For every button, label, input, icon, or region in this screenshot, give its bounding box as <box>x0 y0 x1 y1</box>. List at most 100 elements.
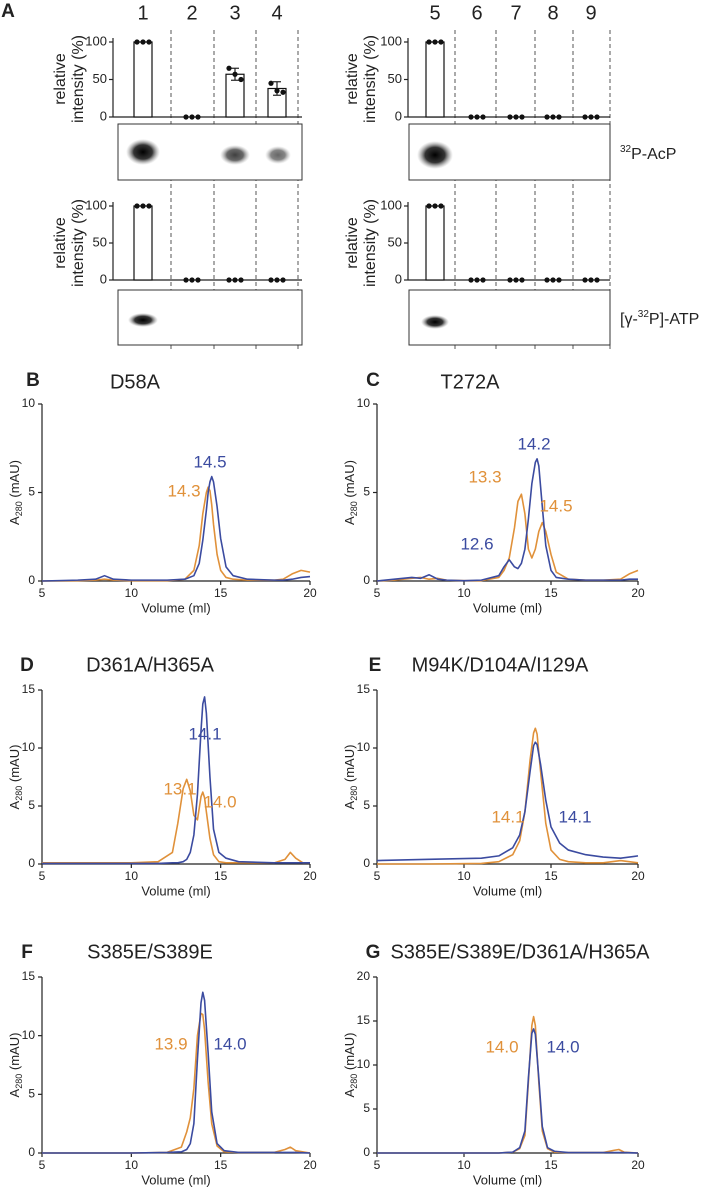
y-label-sub: 280 <box>14 786 24 801</box>
chart-title: T272A <box>441 371 501 393</box>
replicate-dot <box>468 114 474 120</box>
y-tick-label: 5 <box>28 485 35 499</box>
x-axis-label: Volume (ml) <box>473 883 542 898</box>
x-tick-label: 5 <box>39 869 46 883</box>
replicate-dot <box>226 277 232 283</box>
y-label-main: A <box>342 516 357 525</box>
replicate-dot <box>232 71 238 77</box>
y-tick-label: 0 <box>363 856 370 870</box>
lane-label: 2 <box>186 2 197 24</box>
y-tick-label: 10 <box>22 396 36 410</box>
replicate-dot <box>544 277 550 283</box>
replicate-dot <box>519 114 525 120</box>
y-tick-label: 0 <box>100 271 107 286</box>
x-tick-label: 10 <box>125 869 139 883</box>
replicate-dot <box>474 277 480 283</box>
x-tick-label: 15 <box>544 586 558 600</box>
chart-title: D58A <box>110 371 161 393</box>
panel-letter: G <box>366 942 381 963</box>
replicate-dot <box>438 39 444 45</box>
bar <box>425 205 445 281</box>
y-axis-label: intensity (%) <box>362 35 379 123</box>
x-tick-label: 10 <box>457 586 471 600</box>
lane-label: 9 <box>585 2 596 24</box>
replicate-dot <box>268 277 274 283</box>
replicate-dot <box>594 277 600 283</box>
y-tick-label: 50 <box>388 71 402 86</box>
x-tick-label: 10 <box>125 1158 139 1172</box>
y-axis-label: A280 (mAU) <box>342 460 359 525</box>
x-tick-label: 20 <box>631 869 645 883</box>
panel-letter: A <box>1 1 15 22</box>
peak-label: 14.3 <box>167 481 200 500</box>
y-tick-label: 10 <box>357 396 371 410</box>
y-tick-label: 0 <box>395 108 402 123</box>
replicate-dot <box>556 114 562 120</box>
replicate-dot <box>480 114 486 120</box>
x-tick-label: 5 <box>39 586 46 600</box>
lane-label: 5 <box>429 2 440 24</box>
y-tick-label: 5 <box>28 798 35 812</box>
y-label-sub: 280 <box>14 501 24 516</box>
replicate-dot <box>226 65 232 71</box>
replicate-dot <box>146 39 152 45</box>
replicate-dot <box>146 203 152 209</box>
y-axis-label: intensity (%) <box>70 35 87 123</box>
replicate-dot <box>438 203 444 209</box>
y-tick-label: 0 <box>28 573 35 587</box>
x-axis-label: Volume (ml) <box>141 600 210 615</box>
y-tick-label: 0 <box>363 573 370 587</box>
gel-label-sup: 32 <box>638 309 650 320</box>
y-label-main: A <box>7 800 22 809</box>
replicate-dot <box>550 277 556 283</box>
chart-title: D361A/H365A <box>86 654 215 676</box>
gel-band <box>126 139 160 165</box>
replicate-dot <box>582 277 588 283</box>
y-tick-label: 100 <box>380 197 402 212</box>
x-tick-label: 5 <box>374 1158 381 1172</box>
replicate-dot <box>550 114 556 120</box>
y-label-main: A <box>7 516 22 525</box>
y-label-sub: 280 <box>349 786 359 801</box>
replicate-dot <box>426 203 432 209</box>
series-line <box>42 991 311 1154</box>
x-tick-label: 20 <box>631 586 645 600</box>
y-label-rest: (mAU) <box>342 460 357 501</box>
replicate-dot <box>507 114 513 120</box>
lane-label: 6 <box>471 2 482 24</box>
replicate-dot <box>183 114 189 120</box>
replicate-dot <box>189 277 195 283</box>
replicate-dot <box>588 114 594 120</box>
peak-label: 14.1 <box>558 807 591 826</box>
replicate-dot <box>588 277 594 283</box>
x-tick-label: 15 <box>544 869 558 883</box>
gel-band <box>421 315 449 329</box>
series-line <box>42 696 310 865</box>
gel-band <box>417 141 453 169</box>
y-label-sub: 280 <box>14 1074 24 1089</box>
gel-label-text: [γ- <box>620 311 638 328</box>
y-label-rest: (mAU) <box>342 1033 357 1074</box>
bar <box>133 205 153 281</box>
gel-band <box>265 146 291 164</box>
panel-letter: F <box>21 942 33 963</box>
series-line <box>376 458 638 582</box>
replicate-dot <box>140 203 146 209</box>
x-axis-label: Volume (ml) <box>141 883 210 898</box>
y-axis-label: A280 (mAU) <box>7 460 24 525</box>
replicate-dot <box>268 80 274 86</box>
replicate-dot <box>480 277 486 283</box>
peak-label: 13.1 <box>163 779 196 798</box>
y-label-rest: (mAU) <box>7 1033 22 1074</box>
bar <box>425 41 445 118</box>
y-tick-label: 50 <box>388 234 402 249</box>
gel-band <box>128 313 158 327</box>
x-tick-label: 15 <box>214 586 228 600</box>
y-axis-label: A280 (mAU) <box>342 1033 359 1098</box>
series-line <box>42 1012 311 1154</box>
replicate-dot <box>189 114 195 120</box>
y-tick-label: 20 <box>357 969 371 983</box>
y-tick-label: 15 <box>22 969 36 983</box>
replicate-dot <box>426 39 432 45</box>
